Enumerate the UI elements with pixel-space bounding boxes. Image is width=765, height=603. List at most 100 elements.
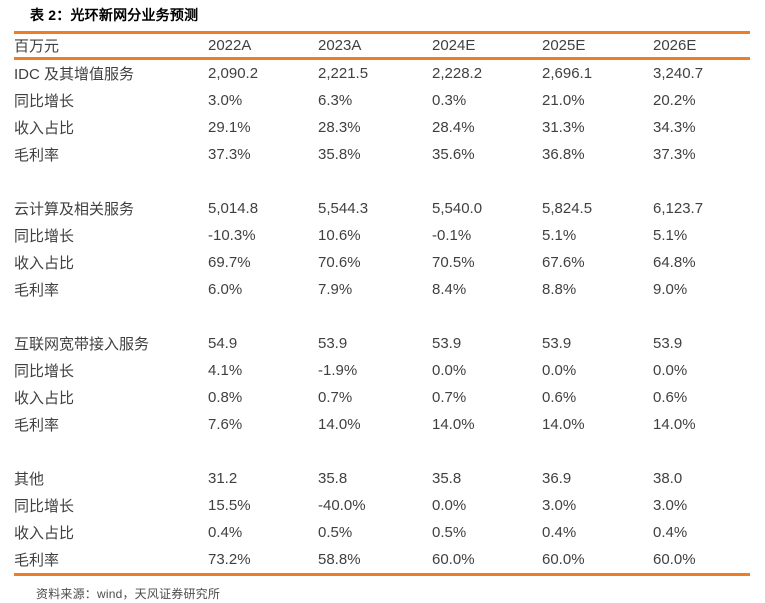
- cell-value: 2,696.1: [542, 65, 593, 82]
- cell-value: -0.1%: [432, 227, 472, 244]
- cell-value: 6,123.7: [653, 200, 704, 217]
- cell-value: 0.7%: [318, 389, 353, 406]
- row-label: 毛利率: [14, 147, 60, 164]
- cell-value: 70.6%: [318, 254, 361, 271]
- row-label: 云计算及相关服务: [14, 201, 135, 218]
- cell-value: 0.6%: [542, 389, 577, 406]
- cell-value: 36.9: [542, 470, 572, 487]
- table-row-section-head: 互联网宽带接入服务 54.9 53.9 53.9 53.9 53.9: [14, 330, 750, 357]
- row-label: 毛利率: [14, 552, 60, 569]
- row-label: IDC 及其增值服务: [14, 66, 135, 83]
- cell-value: 21.0%: [542, 92, 585, 109]
- cell-value: 0.3%: [432, 92, 467, 109]
- cell-value: 34.3%: [653, 119, 696, 136]
- cell-value: 5.1%: [653, 227, 688, 244]
- cell-value: 3,240.7: [653, 65, 704, 82]
- row-label: 收入占比: [14, 120, 75, 137]
- cell-value: 73.2%: [208, 551, 251, 568]
- cell-value: 0.0%: [432, 362, 467, 379]
- cell-value: 54.9: [208, 335, 238, 352]
- cell-value: 5,544.3: [318, 200, 369, 217]
- cell-value: 60.0%: [653, 551, 696, 568]
- table-row: 毛利率 73.2% 58.8% 60.0% 60.0% 60.0%: [14, 546, 750, 575]
- cell-value: 28.4%: [432, 119, 475, 136]
- column-header-2024E: 2024E: [432, 37, 476, 54]
- cell-value: 15.5%: [208, 497, 251, 514]
- cell-value: 5.1%: [542, 227, 577, 244]
- cell-value: 0.0%: [542, 362, 577, 379]
- column-header-2022A: 2022A: [208, 37, 252, 54]
- cell-value: 64.8%: [653, 254, 696, 271]
- cell-value: 3.0%: [542, 497, 577, 514]
- cell-value: 2,221.5: [318, 65, 369, 82]
- table-row: 同比增长 15.5% -40.0% 0.0% 3.0% 3.0%: [14, 492, 750, 519]
- row-label: 收入占比: [14, 255, 75, 272]
- cell-value: 14.0%: [542, 416, 585, 433]
- cell-value: 58.8%: [318, 551, 361, 568]
- cell-value: 0.6%: [653, 389, 688, 406]
- cell-value: 8.8%: [542, 281, 577, 298]
- cell-value: 0.5%: [318, 524, 353, 541]
- cell-value: 67.6%: [542, 254, 585, 271]
- cell-value: 53.9: [653, 335, 683, 352]
- cell-value: 0.7%: [432, 389, 467, 406]
- table-row: 同比增长 4.1% -1.9% 0.0% 0.0% 0.0%: [14, 357, 750, 384]
- cell-value: 53.9: [318, 335, 348, 352]
- row-label: 互联网宽带接入服务: [14, 336, 150, 353]
- cell-value: 9.0%: [653, 281, 688, 298]
- table-row-section-head: 其他 31.2 35.8 35.8 36.9 38.0: [14, 465, 750, 492]
- table-row-section-head: 云计算及相关服务 5,014.8 5,544.3 5,540.0 5,824.5 6,12…: [14, 195, 750, 222]
- table-row: 收入占比 69.7% 70.6% 70.5% 67.6% 64.8%: [14, 249, 750, 276]
- cell-value: 37.3%: [208, 146, 251, 163]
- table-row: 同比增长 3.0% 6.3% 0.3% 21.0% 20.2%: [14, 87, 750, 114]
- section-spacer-row: [14, 303, 750, 330]
- cell-value: 70.5%: [432, 254, 475, 271]
- cell-value: 38.0: [653, 470, 683, 487]
- section-spacer-row: [14, 168, 750, 195]
- cell-value: 0.4%: [542, 524, 577, 541]
- table-row: 毛利率 6.0% 7.9% 8.4% 8.8% 9.0%: [14, 276, 750, 303]
- cell-value: 8.4%: [432, 281, 467, 298]
- cell-value: 0.0%: [653, 362, 688, 379]
- column-header-2025E: 2025E: [542, 37, 586, 54]
- cell-value: 5,540.0: [432, 200, 483, 217]
- table-row: 收入占比 0.4% 0.5% 0.5% 0.4% 0.4%: [14, 519, 750, 546]
- cell-value: 35.8: [432, 470, 462, 487]
- cell-value: 5,014.8: [208, 200, 259, 217]
- cell-value: 0.8%: [208, 389, 243, 406]
- table-row: 同比增长 -10.3% 10.6% -0.1% 5.1% 5.1%: [14, 222, 750, 249]
- table-row: 毛利率 7.6% 14.0% 14.0% 14.0% 14.0%: [14, 411, 750, 438]
- cell-value: -1.9%: [318, 362, 358, 379]
- cell-value: 29.1%: [208, 119, 251, 136]
- cell-value: 37.3%: [653, 146, 696, 163]
- cell-value: 31.3%: [542, 119, 585, 136]
- column-header-2023A: 2023A: [318, 37, 362, 54]
- cell-value: 4.1%: [208, 362, 243, 379]
- cell-value: 7.9%: [318, 281, 353, 298]
- table-body: IDC 及其增值服务 2,090.2 2,221.5 2,228.2 2,696.1 3,…: [14, 59, 750, 575]
- header-row: 百万元 2022A 2023A 2024E 2025E 2026E: [14, 32, 750, 59]
- cell-value: 20.2%: [653, 92, 696, 109]
- column-header-2026E: 2026E: [653, 37, 697, 54]
- row-label: 同比增长: [14, 93, 75, 110]
- table-row: 收入占比 0.8% 0.7% 0.7% 0.6% 0.6%: [14, 384, 750, 411]
- cell-value: 6.3%: [318, 92, 353, 109]
- cell-value: 2,090.2: [208, 65, 259, 82]
- table-row-section-head: IDC 及其增值服务 2,090.2 2,221.5 2,228.2 2,696.1 3,…: [14, 59, 750, 88]
- cell-value: 14.0%: [318, 416, 361, 433]
- cell-value: 3.0%: [653, 497, 688, 514]
- cell-value: 60.0%: [542, 551, 585, 568]
- cell-value: 53.9: [542, 335, 572, 352]
- cell-value: 5,824.5: [542, 200, 593, 217]
- table-row: 收入占比 29.1% 28.3% 28.4% 31.3% 34.3%: [14, 114, 750, 141]
- cell-value: 0.4%: [208, 524, 243, 541]
- row-label: 同比增长: [14, 498, 75, 515]
- cell-value: 14.0%: [653, 416, 696, 433]
- unit-label: 百万元: [14, 38, 60, 55]
- row-label: 收入占比: [14, 390, 75, 407]
- row-label: 同比增长: [14, 363, 75, 380]
- row-label: 毛利率: [14, 282, 60, 299]
- row-label: 毛利率: [14, 417, 60, 434]
- row-label: 同比增长: [14, 228, 75, 245]
